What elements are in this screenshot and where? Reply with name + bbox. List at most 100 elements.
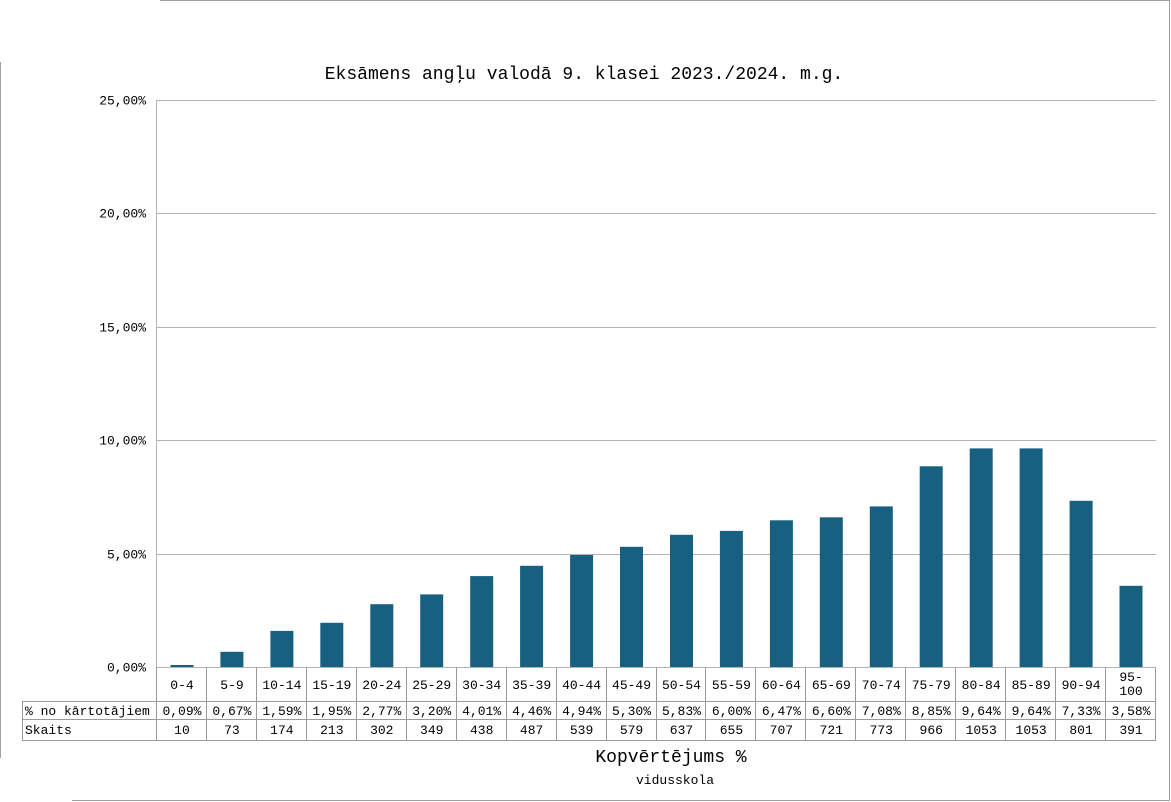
chart-title: Eksāmens angļu valodā 9. klasei 2023./20… [325, 65, 843, 85]
table-cell: 9,64% [1012, 704, 1051, 719]
table-cell: 349 [420, 723, 443, 738]
bar-5-9 [220, 651, 244, 667]
category-label: 85-89 [1012, 678, 1051, 693]
table-cell: 579 [620, 723, 643, 738]
frame-right-border [1169, 0, 1170, 800]
table-cell: 487 [520, 723, 543, 738]
category-label: 55-59 [712, 678, 751, 693]
bar-85-89 [1019, 448, 1043, 667]
category-label: 80-84 [962, 678, 1001, 693]
table-cell: 3,20% [412, 704, 451, 719]
frame-bottom-border [72, 800, 1170, 801]
table-cell: 7,08% [862, 704, 901, 719]
category-label: 60-64 [762, 678, 801, 693]
bar-80-84 [969, 448, 993, 667]
table-cell: 10 [174, 723, 190, 738]
bar-30-34 [470, 576, 494, 667]
table-cell: 4,94% [562, 704, 601, 719]
category-label-cont: 100 [1119, 684, 1142, 699]
bar-10-14 [270, 630, 294, 667]
bar-90-94 [1069, 500, 1093, 667]
table-cell: 801 [1069, 723, 1093, 738]
table-row-label: Skaits [25, 723, 72, 738]
y-tick-label: 25,00% [99, 94, 146, 109]
category-label: 75-79 [912, 678, 951, 693]
table-cell: 6,00% [712, 704, 751, 719]
category-label: 65-69 [812, 678, 851, 693]
table-cell: 0,09% [162, 704, 201, 719]
table-cell: 1053 [966, 723, 997, 738]
category-label: 15-19 [312, 678, 351, 693]
bar-45-49 [620, 546, 643, 667]
bars [170, 448, 1143, 667]
bar-35-39 [520, 565, 544, 667]
table-cell: 8,85% [912, 704, 951, 719]
table-cell: 966 [920, 723, 943, 738]
table-cell: 539 [570, 723, 593, 738]
category-label: 20-24 [362, 678, 401, 693]
bar-0-4 [170, 665, 194, 667]
bar-15-19 [320, 622, 344, 667]
table-cell: 4,46% [512, 704, 551, 719]
table-cell: 637 [670, 723, 693, 738]
bar-40-44 [570, 555, 594, 667]
category-label: 25-29 [412, 678, 451, 693]
table-cell: 5,83% [662, 704, 701, 719]
frame-top-border [160, 0, 1170, 1]
y-axis-ticks: 0,00% 5,00% 10,00% 15,00% 20,00% 25,00% [99, 94, 146, 676]
bar-20-24 [370, 604, 394, 667]
table-cell: 9,64% [962, 704, 1001, 719]
table-cell: 438 [470, 723, 493, 738]
table-cell: 302 [370, 723, 393, 738]
bar-55-59 [719, 530, 743, 667]
table-cell: 773 [870, 723, 893, 738]
category-label: 5-9 [220, 678, 243, 693]
table-cell: 707 [770, 723, 793, 738]
category-label: 0-4 [170, 678, 194, 693]
bar-95-100 [1119, 585, 1143, 667]
table-cell: 1053 [1016, 723, 1047, 738]
table-row-label: % no kārtotājiem [25, 704, 150, 719]
bar-70-74 [869, 506, 893, 667]
table-cell: 655 [720, 723, 743, 738]
gridlines [156, 100, 1156, 668]
bar-60-64 [769, 520, 793, 667]
y-tick-label: 15,00% [99, 321, 146, 336]
table-cell: 1,95% [312, 704, 351, 719]
y-tick-label: 10,00% [99, 434, 146, 449]
category-label: 70-74 [862, 678, 901, 693]
table-cell: 721 [820, 723, 844, 738]
table-cell: 391 [1119, 723, 1143, 738]
table-cell: 174 [270, 723, 294, 738]
y-tick-label: 0,00% [107, 661, 146, 676]
y-tick-label: 5,00% [107, 548, 146, 563]
table-cell: 6,47% [762, 704, 801, 719]
bar-65-69 [819, 517, 843, 667]
bar-50-54 [670, 534, 693, 667]
table-cell: 73 [224, 723, 240, 738]
bar-75-79 [919, 466, 943, 667]
table-cell: 1,59% [262, 704, 301, 719]
table-cell: 5,30% [612, 704, 651, 719]
table-cell: 2,77% [362, 704, 401, 719]
category-label: 40-44 [562, 678, 601, 693]
table-cell: 6,60% [812, 704, 851, 719]
chart-subtitle: vidusskola [636, 773, 714, 788]
category-label: 90-94 [1062, 678, 1101, 693]
category-label: 95- [1119, 670, 1142, 685]
x-axis-label: Kopvērtējums % [595, 748, 746, 768]
category-label: 45-49 [612, 678, 651, 693]
table-cell: 7,33% [1062, 704, 1101, 719]
data-table: 0-4 5-9 10-14 15-19 20-24 25-29 30-34 35-39 40-4… [22, 667, 1156, 741]
y-tick-label: 20,00% [99, 207, 146, 222]
category-label: 30-34 [462, 678, 501, 693]
category-label: 10-14 [262, 678, 301, 693]
table-cell: 4,01% [462, 704, 501, 719]
table-cell: 213 [320, 723, 343, 738]
table-cell: 3,58% [1112, 704, 1151, 719]
table-cell: 0,67% [212, 704, 251, 719]
bar-25-29 [420, 594, 444, 667]
frame-left-border [0, 62, 1, 758]
category-label: 50-54 [662, 678, 701, 693]
